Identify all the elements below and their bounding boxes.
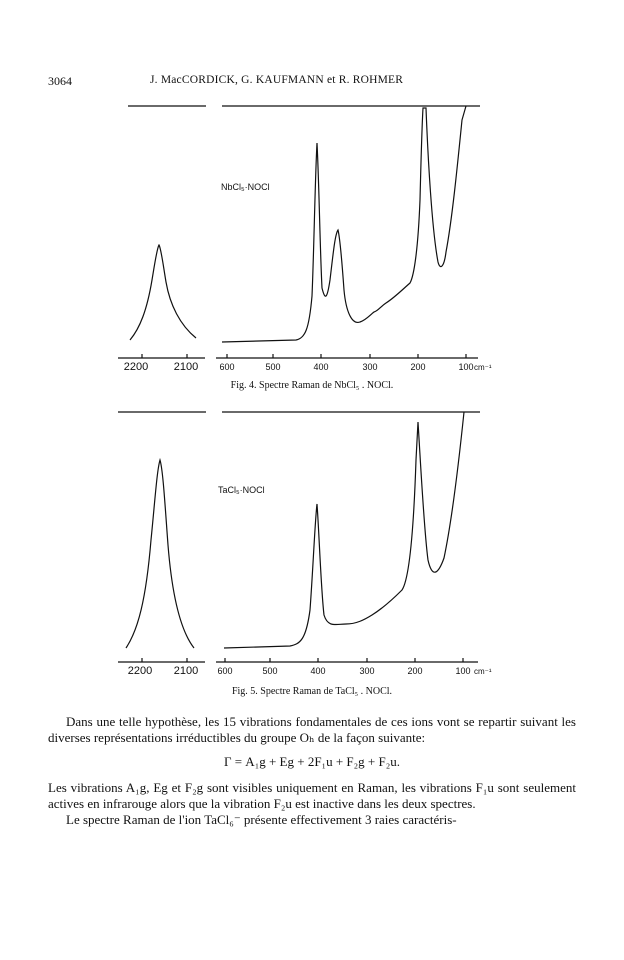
fig5-unit-label: cm⁻¹ bbox=[474, 667, 492, 676]
fig4-left-tick-label-2100: 2100 bbox=[174, 361, 198, 373]
fig5-left-spectrum bbox=[125, 457, 195, 649]
fig5-tick-label-400: 400 bbox=[310, 666, 325, 676]
fig5-compound-label: TaCl₅·NOCl bbox=[218, 485, 265, 495]
fig5-tick-label-200: 200 bbox=[407, 666, 422, 676]
fig5-right-spectrum bbox=[223, 411, 465, 649]
fig4-tick-label-600: 600 bbox=[219, 362, 234, 372]
fig5-tick-label-600: 600 bbox=[217, 666, 232, 676]
fig4-unit-label: cm⁻¹ bbox=[474, 363, 492, 372]
fig5-left-tick-label-2100: 2100 bbox=[174, 665, 198, 677]
fig4-right-spectrum bbox=[221, 105, 467, 343]
figure-4-caption: Fig. 4. Spectre Raman de NbCl₅ . NOCl. bbox=[230, 380, 394, 391]
figure-5-caption: Fig. 5. Spectre Raman de TaCl₅ . NOCl. bbox=[231, 686, 393, 697]
figure-5-plot bbox=[118, 411, 480, 663]
fig5-tick-label-500: 500 bbox=[262, 666, 277, 676]
fig4-left-tick-label-2200: 2200 bbox=[124, 361, 148, 373]
body-text: Dans une telle hypothèse, les 15 vibrati… bbox=[48, 714, 576, 828]
paragraph-3: Le spectre Raman de l'ion TaCl₆⁻ présent… bbox=[66, 812, 457, 827]
running-header-authors: J. MacCORDICK, G. KAUFMANN et R. ROHMER bbox=[150, 74, 404, 86]
fig5-left-tick-label-2200: 2200 bbox=[128, 665, 152, 677]
fig5-tick-label-100: 100 bbox=[455, 666, 470, 676]
fig4-left-spectrum bbox=[129, 243, 197, 341]
paragraph-2: Les vibrations A₁g, Eg et F₂g sont visib… bbox=[48, 780, 576, 811]
group-theory-formula: Γ = A₁g + Eg + 2F₁u + F₂g + F₂u. bbox=[223, 754, 401, 769]
page-number: 3064 bbox=[48, 74, 72, 88]
fig5-tick-label-300: 300 bbox=[359, 666, 374, 676]
paragraph-1: Dans une telle hypothèse, les 15 vibrati… bbox=[48, 714, 576, 745]
fig4-tick-label-200: 200 bbox=[410, 362, 425, 372]
fig4-tick-label-300: 300 bbox=[362, 362, 377, 372]
fig4-tick-label-400: 400 bbox=[313, 362, 328, 372]
fig4-compound-label: NbCl₅·NOCl bbox=[221, 182, 270, 192]
fig4-tick-label-100: 100 bbox=[458, 362, 473, 372]
fig4-tick-label-500: 500 bbox=[265, 362, 280, 372]
figure-4-plot bbox=[118, 105, 480, 359]
